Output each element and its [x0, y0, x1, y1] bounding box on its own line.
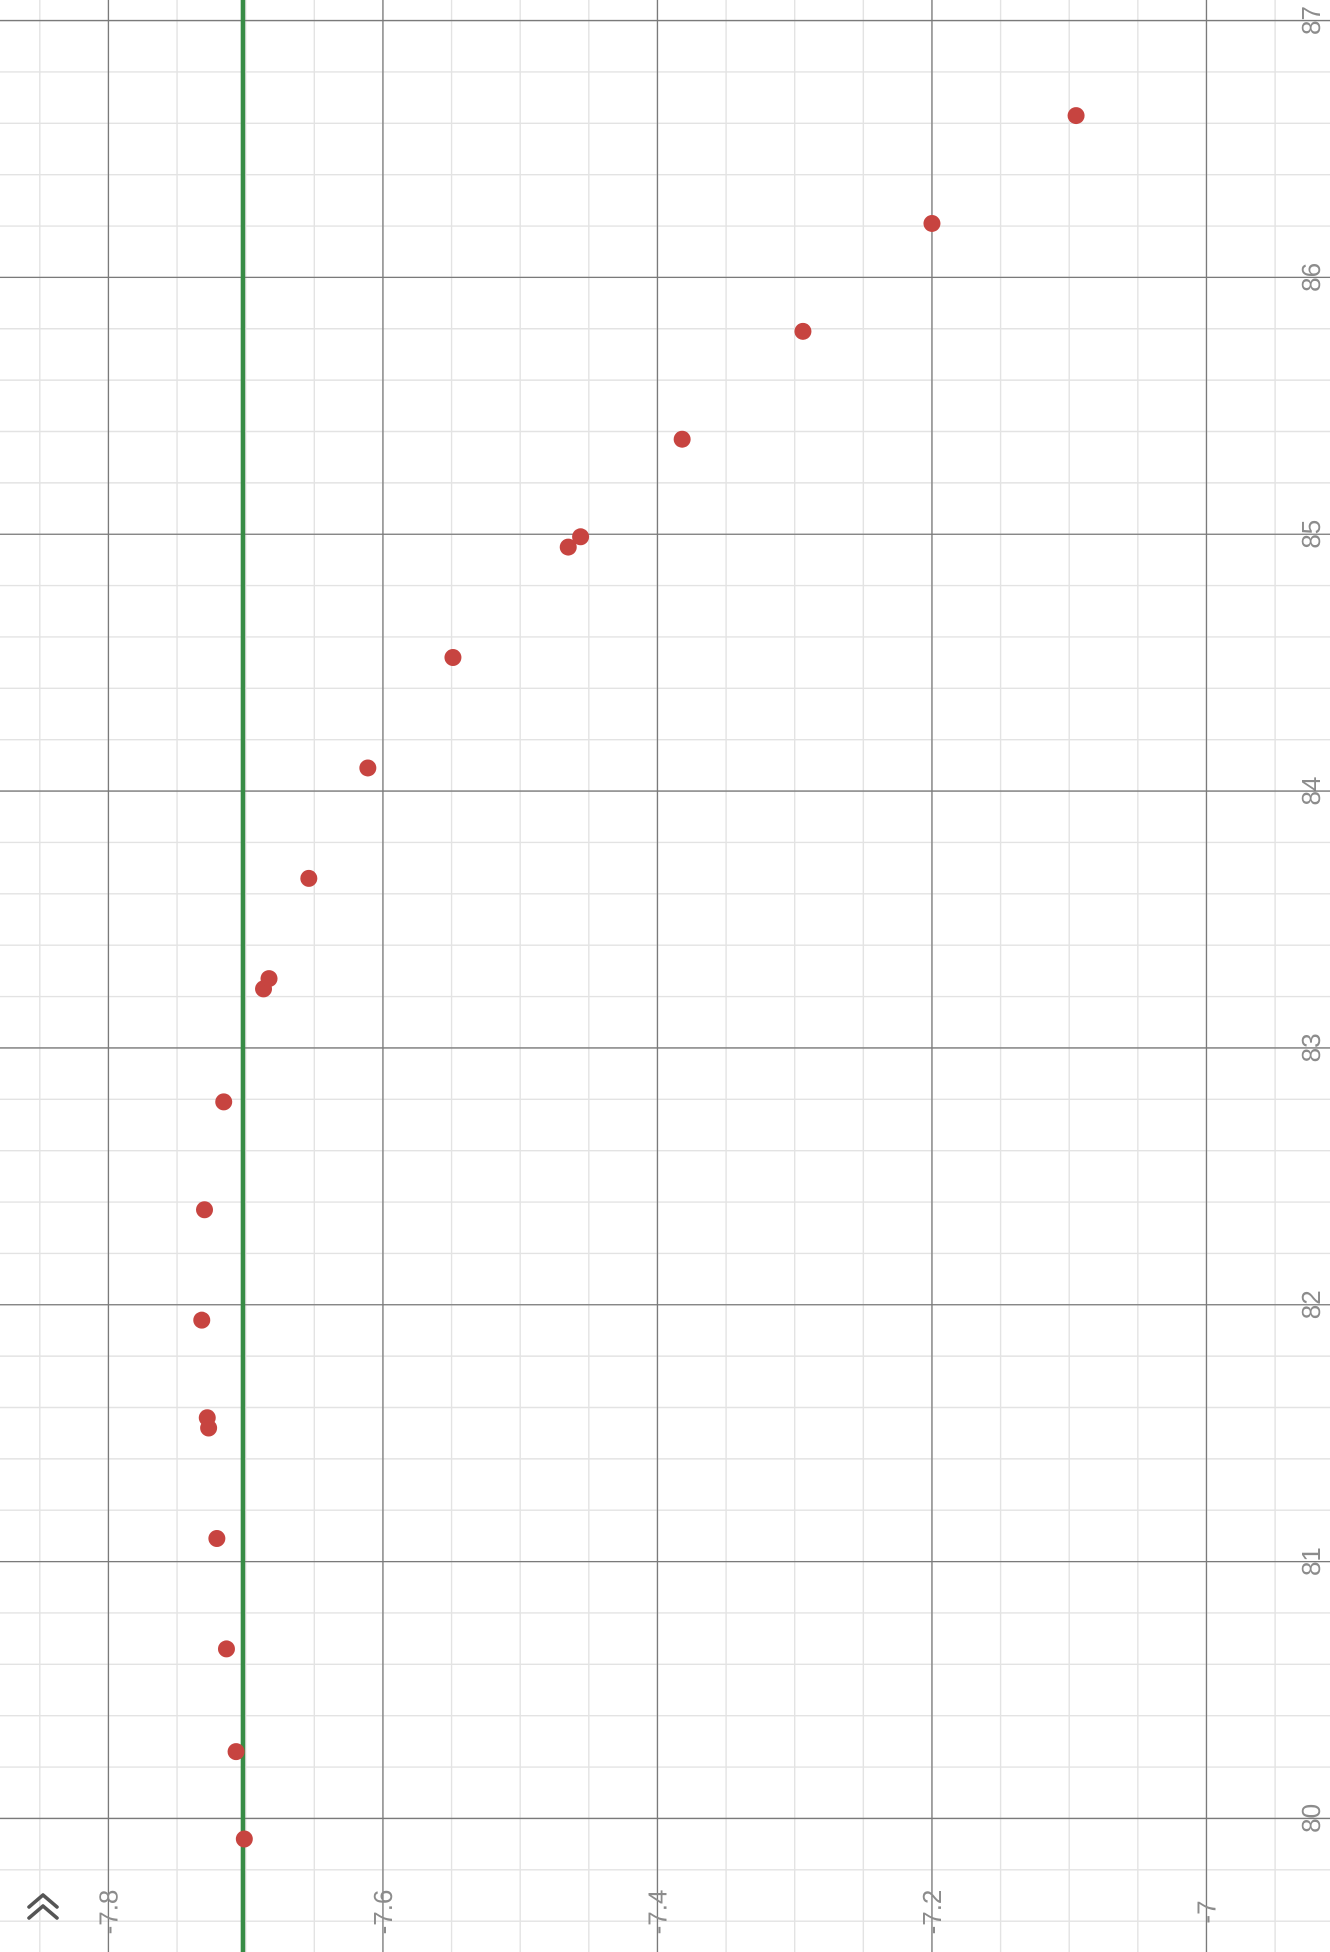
- data-point: [923, 214, 941, 232]
- data-points: [193, 107, 1085, 1848]
- y-tick-label: 83: [1296, 1033, 1326, 1062]
- x-axis-tick-labels: -7.8 -7.6 -7.4 -7.2 -7: [93, 1890, 1221, 1935]
- data-point: [227, 1743, 245, 1761]
- data-point: [559, 538, 577, 556]
- y-tick-label: 86: [1296, 263, 1326, 292]
- data-point: [260, 970, 278, 988]
- data-point: [198, 1409, 216, 1427]
- collapse-button[interactable]: [18, 1880, 68, 1930]
- y-axis-tick-labels: 80 81 82 83 84 85 86 87: [1296, 6, 1326, 1833]
- data-point: [572, 528, 590, 546]
- data-point: [215, 1093, 233, 1111]
- y-tick-label: 82: [1296, 1290, 1326, 1319]
- x-tick-label: -7: [1191, 1900, 1221, 1923]
- data-point: [300, 869, 318, 887]
- data-point: [444, 649, 462, 667]
- y-tick-label: 80: [1296, 1804, 1326, 1833]
- data-point: [217, 1640, 235, 1658]
- data-point: [794, 322, 812, 340]
- data-point: [673, 430, 691, 448]
- data-point: [1067, 107, 1085, 125]
- data-point: [235, 1830, 253, 1848]
- data-point: [359, 759, 377, 777]
- data-point: [208, 1529, 226, 1547]
- double-chevron-up-icon: [27, 1893, 59, 1920]
- data-point: [193, 1311, 211, 1329]
- y-tick-label: 84: [1296, 777, 1326, 806]
- x-tick-label: -7.6: [368, 1890, 398, 1935]
- x-tick-label: -7.8: [93, 1890, 123, 1935]
- y-tick-label: 87: [1296, 6, 1326, 35]
- x-tick-label: -7.2: [917, 1890, 947, 1935]
- y-tick-label: 85: [1296, 520, 1326, 549]
- y-tick-label: 81: [1296, 1547, 1326, 1576]
- x-tick-label: -7.4: [642, 1890, 672, 1935]
- data-point: [196, 1201, 214, 1219]
